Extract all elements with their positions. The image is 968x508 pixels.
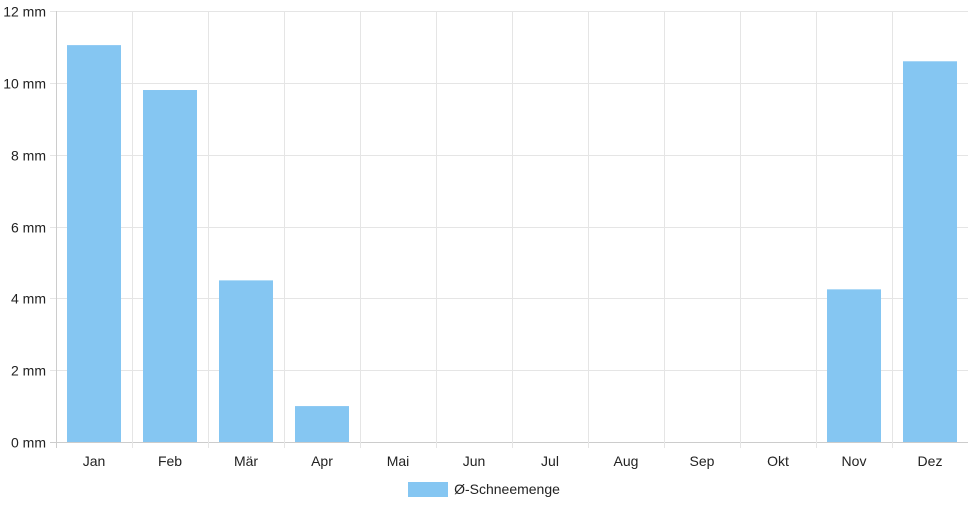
y-tick-label: 12 mm: [3, 4, 46, 20]
y-tick-label: 8 mm: [11, 148, 46, 164]
x-tick-label: Nov: [842, 453, 867, 469]
x-tick-label: Jun: [463, 453, 486, 469]
x-tick-label: Sep: [690, 453, 715, 469]
y-tick-label: 4 mm: [11, 291, 46, 307]
y-tick-label: 2 mm: [11, 363, 46, 379]
x-tick-label: Apr: [311, 453, 333, 469]
x-tick-label: Jul: [541, 453, 559, 469]
grid-layer: [50, 11, 968, 448]
x-tick-label: Okt: [767, 453, 789, 469]
x-tick-label: Feb: [158, 453, 182, 469]
y-tick-label: 10 mm: [3, 76, 46, 92]
x-tick-label: Mai: [387, 453, 410, 469]
x-tick-label: Aug: [614, 453, 639, 469]
bar-dez: [903, 61, 957, 443]
label-layer: 0 mm 2 mm 4 mm 6 mm 8 mm 10 mm 12 mm Jan Feb Mär A…: [3, 4, 942, 470]
y-tick-label: 6 mm: [11, 220, 46, 236]
x-tick-label: Dez: [918, 453, 943, 469]
legend-swatch: [408, 481, 449, 497]
bar-jan: [67, 45, 121, 442]
bar-nov: [827, 289, 881, 442]
bar-mär: [219, 280, 273, 442]
legend-label: Ø-Schneemenge: [454, 481, 560, 497]
x-tick-label: Mär: [234, 453, 258, 469]
legend[interactable]: Ø-Schneemenge: [0, 481, 968, 497]
x-tick-label: Jan: [83, 453, 106, 469]
bar-layer: [67, 45, 957, 443]
bar-apr: [295, 406, 349, 442]
bar-feb: [143, 90, 197, 443]
y-tick-label: 0 mm: [11, 435, 46, 451]
